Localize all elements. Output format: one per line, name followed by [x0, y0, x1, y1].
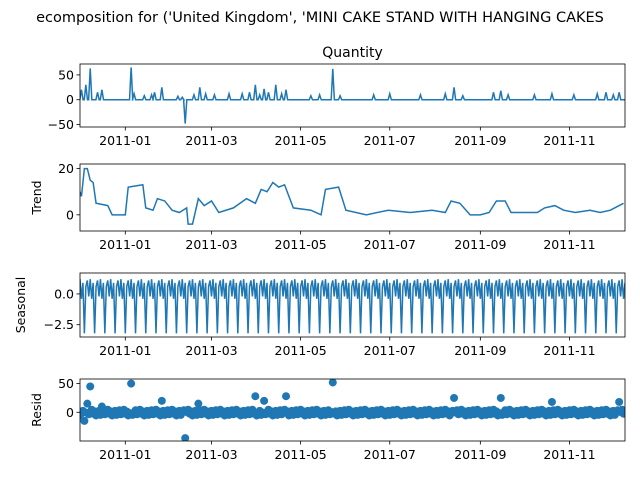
x-tick-label: 2011-07: [364, 133, 416, 148]
x-tick-label: 2011-05: [275, 133, 327, 148]
x-tick-label: 2011-09: [454, 447, 506, 462]
y-tick-label: 0: [66, 92, 74, 107]
resid-y-axis-label: Resid: [29, 393, 44, 427]
y-tick-label: 0: [66, 405, 74, 420]
x-tick-label: 2011-05: [275, 237, 327, 252]
x-tick-label: 2011-01: [99, 447, 151, 462]
y-tick-label: 50: [58, 376, 74, 391]
y-tick-label: 0.0: [54, 286, 74, 301]
trend-plot-area: [80, 167, 624, 225]
resid-point: [496, 393, 505, 402]
observed-panel-title: Quantity: [322, 45, 383, 61]
y-tick-label: −50: [48, 117, 74, 132]
resid-point: [194, 399, 203, 408]
y-tick-label: 0: [66, 207, 74, 222]
x-tick-label: 2011-05: [275, 343, 327, 358]
x-tick-label: 2011-09: [454, 237, 506, 252]
x-tick-label: 2011-03: [185, 447, 237, 462]
observed-plot-area: [80, 67, 625, 124]
x-tick-label: 2011-03: [185, 133, 237, 148]
observed-axes-frame: [79, 63, 626, 128]
resid-point: [547, 397, 556, 406]
x-tick-label: 2011-07: [364, 237, 416, 252]
resid-point: [181, 434, 190, 441]
trend-series-line: [80, 167, 624, 225]
resid-point: [86, 382, 95, 391]
x-tick-label: 2011-11: [543, 237, 595, 252]
resid-point: [328, 379, 337, 387]
observed-series-line: [80, 67, 625, 124]
x-tick-label: 2011-03: [185, 237, 237, 252]
figure-title: ecomposition for ('United Kingdom', 'MIN…: [36, 10, 604, 26]
x-tick-label: 2011-09: [454, 133, 506, 148]
x-tick-label: 2011-11: [543, 343, 595, 358]
x-tick-label: 2011-09: [454, 343, 506, 358]
x-tick-label: 2011-11: [543, 447, 595, 462]
resid-axes-frame: [79, 378, 626, 442]
seasonal-plot-area: [80, 279, 625, 334]
x-tick-label: 2011-07: [364, 343, 416, 358]
trend-panel: 0 20 2011-01 2011-03 2011-05 2011-07 2011-09 20…: [29, 161, 626, 252]
resid-point: [127, 379, 136, 388]
resid-point: [251, 392, 260, 401]
x-tick-label: 2011-05: [275, 447, 327, 462]
x-tick-label: 2011-11: [543, 133, 595, 148]
resid-panel: 0 50 2011-01 2011-03 2011-05 2011-07 2011-09 20…: [29, 376, 626, 462]
panels: −50 0 50 2011-01 2011-03 2011-05 2011-07 2011-0…: [13, 45, 626, 462]
resid-point: [615, 397, 624, 406]
resid-point: [80, 416, 89, 425]
resid-point: [83, 399, 92, 408]
resid-point: [282, 392, 291, 401]
seasonal-axes-frame: [79, 272, 626, 338]
resid-point: [450, 393, 459, 402]
resid-plot-area: [80, 379, 625, 441]
y-tick-label: 20: [58, 161, 74, 176]
x-tick-label: 2011-01: [99, 343, 151, 358]
trend-y-axis-label: Trend: [29, 180, 44, 215]
seasonal-panel: −2.5 0.0 2011-01 2011-03 2011-05 2011-07 2011-…: [13, 272, 626, 358]
resid-point: [621, 407, 625, 416]
x-tick-label: 2011-01: [99, 133, 151, 148]
seasonal-series-line: [80, 279, 625, 334]
resid-point: [157, 396, 166, 405]
observed-panel: −50 0 50 2011-01 2011-03 2011-05 2011-07 2011-0…: [48, 45, 626, 148]
seasonal-y-axis-label: Seasonal: [13, 277, 28, 334]
x-tick-label: 2011-07: [364, 447, 416, 462]
trend-axes-frame: [79, 163, 626, 232]
x-tick-label: 2011-03: [185, 343, 237, 358]
resid-point: [260, 396, 269, 405]
y-tick-label: −2.5: [44, 317, 74, 332]
x-tick-label: 2011-01: [99, 237, 151, 252]
y-tick-label: 50: [58, 67, 74, 82]
